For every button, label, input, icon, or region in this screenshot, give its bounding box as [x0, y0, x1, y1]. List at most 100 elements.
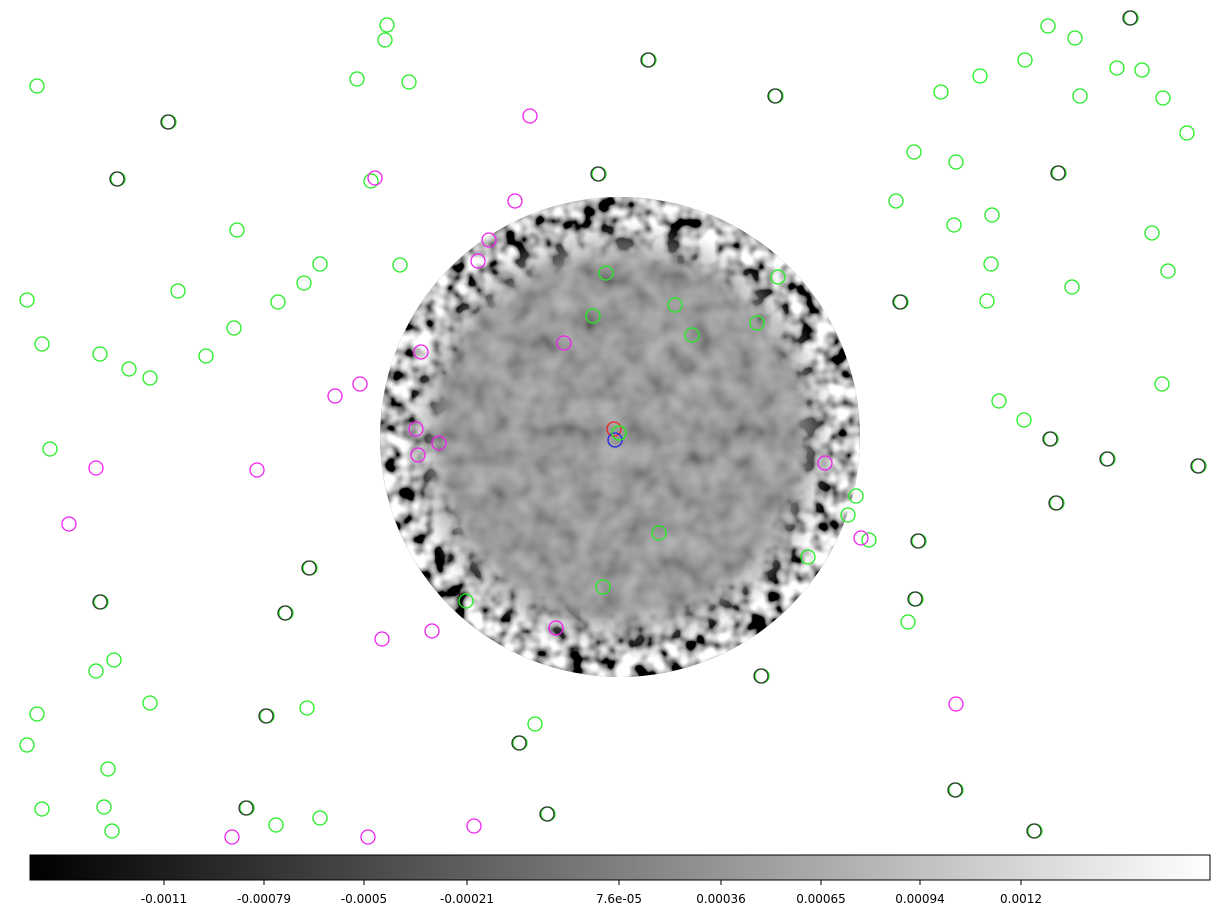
region-circle	[949, 783, 963, 797]
region-circle	[171, 284, 185, 298]
region-circle	[1051, 166, 1065, 180]
region-circle	[1073, 89, 1087, 103]
region-circle	[303, 561, 317, 575]
region-circle	[908, 592, 922, 606]
region-circle	[361, 830, 375, 844]
region-circle	[199, 349, 213, 363]
region-circle	[111, 172, 125, 186]
colorbar-tick-label: 0.00065	[796, 892, 846, 906]
region-circle	[889, 194, 903, 208]
region-circle	[591, 167, 605, 181]
region-circle	[378, 33, 392, 47]
region-circle	[1145, 226, 1159, 240]
region-circle	[271, 295, 285, 309]
region-circle	[94, 595, 108, 609]
region-circle	[328, 389, 342, 403]
region-circle	[300, 701, 314, 715]
region-circle	[35, 802, 49, 816]
region-circle	[540, 807, 554, 821]
region-circle	[20, 293, 34, 307]
region-circle	[512, 736, 526, 750]
region-circle	[110, 172, 124, 186]
region-circle	[30, 79, 44, 93]
colorbar-tick-label: 0.0012	[1000, 892, 1042, 906]
region-circle	[122, 362, 136, 376]
region-circle	[230, 223, 244, 237]
colorbar-tick-label: 0.00036	[696, 892, 746, 906]
region-circle	[755, 669, 769, 683]
region-circle	[89, 664, 103, 678]
region-circle	[1044, 432, 1058, 446]
region-circle	[240, 801, 254, 815]
region-circle	[911, 534, 925, 548]
colorbar	[30, 855, 1210, 880]
region-circle	[1161, 264, 1175, 278]
region-circle	[985, 208, 999, 222]
region-circle	[402, 75, 416, 89]
region-circle	[62, 517, 76, 531]
region-circle	[768, 89, 782, 103]
region-circle	[949, 155, 963, 169]
colorbar-tick-label: 0.00094	[895, 892, 945, 906]
region-circle	[101, 762, 115, 776]
region-circle	[89, 461, 103, 475]
region-circle	[302, 561, 316, 575]
region-circle	[143, 696, 157, 710]
region-circle	[1135, 63, 1149, 77]
region-circle	[1123, 11, 1137, 25]
region-circle	[1110, 61, 1124, 75]
region-circle	[513, 736, 527, 750]
region-circle	[1041, 19, 1055, 33]
region-circle	[1018, 53, 1032, 67]
region-circle	[1050, 496, 1064, 510]
region-circle	[1065, 280, 1079, 294]
region-circle	[467, 819, 481, 833]
region-circle	[1191, 459, 1205, 473]
region-circle	[992, 394, 1006, 408]
region-circle	[278, 606, 292, 620]
region-circle	[912, 534, 926, 548]
region-circle	[375, 632, 389, 646]
colorbar-tick-label: 7.6e-05	[596, 892, 642, 906]
region-circle	[980, 294, 994, 308]
region-circle	[1180, 126, 1194, 140]
region-circle	[313, 257, 327, 271]
region-circle	[43, 442, 57, 456]
region-circle	[934, 85, 948, 99]
region-circle	[227, 321, 241, 335]
region-circle	[1028, 824, 1042, 838]
region-circle	[854, 531, 868, 545]
image-disc	[380, 197, 860, 677]
image-viewer: -0.0011-0.00079-0.0005-0.000217.6e-050.0…	[0, 0, 1216, 911]
region-circle	[893, 295, 907, 309]
region-circle	[279, 606, 293, 620]
region-circle	[425, 624, 439, 638]
region-circle	[541, 807, 555, 821]
region-circle	[93, 595, 107, 609]
colorbar-tick-label: -0.0005	[341, 892, 387, 906]
region-circle	[901, 615, 915, 629]
colorbar-tick-label: -0.0011	[141, 892, 187, 906]
region-circle	[769, 89, 783, 103]
region-circle	[1052, 166, 1066, 180]
colorbar-tick-label: -0.00079	[237, 892, 291, 906]
region-circle	[1100, 452, 1114, 466]
region-circle	[528, 717, 542, 731]
region-circle	[984, 257, 998, 271]
region-circle	[947, 218, 961, 232]
region-circle	[353, 377, 367, 391]
region-circle	[909, 592, 923, 606]
region-circle	[97, 800, 111, 814]
region-circle	[1043, 432, 1057, 446]
region-circle	[1027, 824, 1041, 838]
region-circle	[1068, 31, 1082, 45]
region-circle	[260, 709, 274, 723]
region-circle	[754, 669, 768, 683]
region-circle	[20, 738, 34, 752]
region-circle	[1192, 459, 1206, 473]
region-circle	[269, 818, 283, 832]
region-circle	[948, 783, 962, 797]
region-circle	[105, 824, 119, 838]
region-circle	[1156, 91, 1170, 105]
